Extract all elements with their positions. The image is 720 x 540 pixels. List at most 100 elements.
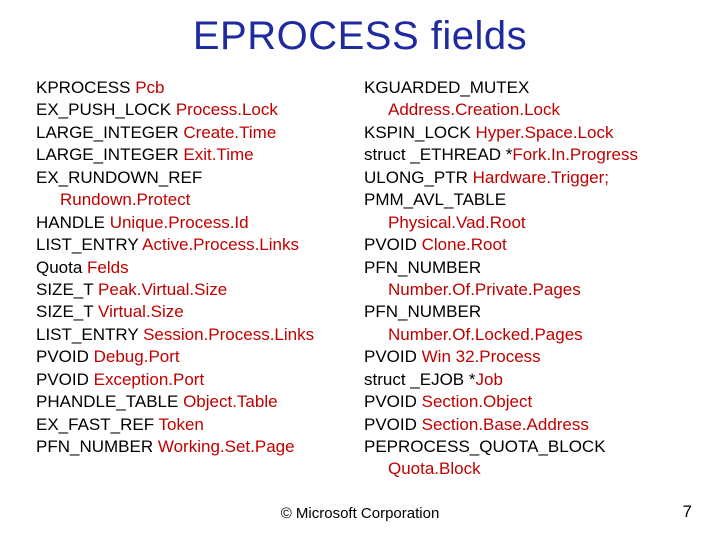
field-name: Section.Object (422, 392, 533, 411)
footer-copyright: © Microsoft Corporation (0, 505, 720, 522)
field-type: PHANDLE_TABLE (36, 392, 183, 411)
field-line: LIST_ENTRY Active.Process.Links (36, 234, 356, 256)
field-name: Section.Base.Address (422, 415, 589, 434)
field-line: PVOID Debug.Port (36, 346, 356, 368)
field-name: Create.Time (183, 123, 276, 142)
field-type: LARGE_INTEGER (36, 123, 183, 142)
field-line: PVOID Win 32.Process (364, 346, 684, 368)
field-name: Active.Process.Links (142, 235, 299, 254)
field-line: LIST_ENTRY Session.Process.Links (36, 324, 356, 346)
field-line: KGUARDED_MUTEX (364, 77, 684, 99)
field-type: PVOID (364, 347, 422, 366)
field-name: Pcb (135, 78, 164, 97)
field-name: Quota.Block (388, 459, 481, 478)
field-name: Number.Of.Private.Pages (388, 280, 581, 299)
field-line: HANDLE Unique.Process.Id (36, 212, 356, 234)
field-name: Working.Set.Page (158, 437, 295, 456)
field-line: SIZE_T Peak.Virtual.Size (36, 279, 356, 301)
field-line: Quota Felds (36, 257, 356, 279)
field-line: ULONG_PTR Hardware.Trigger; (364, 167, 684, 189)
field-name: Felds (87, 258, 129, 277)
field-line: SIZE_T Virtual.Size (36, 301, 356, 323)
field-name: Physical.Vad.Root (388, 213, 526, 232)
field-type: PVOID (364, 392, 422, 411)
field-name: Hardware.Trigger; (473, 168, 609, 187)
field-line: KSPIN_LOCK Hyper.Space.Lock (364, 122, 684, 144)
field-name: Process.Lock (176, 100, 278, 119)
field-type: LARGE_INTEGER (36, 145, 183, 164)
field-name: Object.Table (183, 392, 278, 411)
field-name: Win 32.Process (422, 347, 541, 366)
field-name: Exception.Port (94, 370, 205, 389)
field-line: struct _ETHREAD *Fork.In.Progress (364, 144, 684, 166)
field-line: EX_RUNDOWN_REF (36, 167, 356, 189)
field-type: PEPROCESS_QUOTA_BLOCK (364, 437, 606, 456)
field-type: EX_PUSH_LOCK (36, 100, 176, 119)
field-line: PVOID Section.Base.Address (364, 414, 684, 436)
field-type: PVOID (36, 347, 94, 366)
field-type: PVOID (364, 415, 422, 434)
field-line: LARGE_INTEGER Exit.Time (36, 144, 356, 166)
field-type: PFN_NUMBER (364, 302, 481, 321)
field-line: EX_FAST_REF Token (36, 414, 356, 436)
field-type: struct _EJOB * (364, 370, 475, 389)
field-line: PVOID Clone.Root (364, 234, 684, 256)
slide-title: EPROCESS fields (36, 14, 684, 59)
field-line: Rundown.Protect (36, 189, 356, 211)
field-name: Session.Process.Links (143, 325, 314, 344)
field-type: HANDLE (36, 213, 110, 232)
field-type: LIST_ENTRY (36, 325, 143, 344)
field-type: PVOID (364, 235, 422, 254)
left-column: KPROCESS PcbEX_PUSH_LOCK Process.LockLAR… (36, 77, 356, 481)
field-name: Peak.Virtual.Size (98, 280, 227, 299)
field-line: struct _EJOB *Job (364, 369, 684, 391)
field-name: Job (475, 370, 502, 389)
field-type: KSPIN_LOCK (364, 123, 476, 142)
field-line: PEPROCESS_QUOTA_BLOCK (364, 436, 684, 458)
columns: KPROCESS PcbEX_PUSH_LOCK Process.LockLAR… (36, 77, 684, 481)
field-type: KPROCESS (36, 78, 135, 97)
field-type: SIZE_T (36, 302, 98, 321)
field-type: PVOID (36, 370, 94, 389)
field-line: Number.Of.Locked.Pages (364, 324, 684, 346)
field-line: PVOID Section.Object (364, 391, 684, 413)
field-line: KPROCESS Pcb (36, 77, 356, 99)
field-line: LARGE_INTEGER Create.Time (36, 122, 356, 144)
field-name: Debug.Port (94, 347, 180, 366)
field-line: PVOID Exception.Port (36, 369, 356, 391)
slide-container: EPROCESS fields KPROCESS PcbEX_PUSH_LOCK… (0, 0, 720, 540)
field-line: PFN_NUMBER (364, 301, 684, 323)
field-name: Clone.Root (422, 235, 507, 254)
field-type: SIZE_T (36, 280, 98, 299)
field-name: Fork.In.Progress (512, 145, 638, 164)
field-name: Rundown.Protect (60, 190, 190, 209)
field-type: struct _ETHREAD * (364, 145, 512, 164)
field-line: Physical.Vad.Root (364, 212, 684, 234)
page-number: 7 (683, 502, 692, 522)
field-type: ULONG_PTR (364, 168, 473, 187)
field-line: PFN_NUMBER Working.Set.Page (36, 436, 356, 458)
field-line: Number.Of.Private.Pages (364, 279, 684, 301)
field-name: Hyper.Space.Lock (476, 123, 614, 142)
field-type: PMM_AVL_TABLE (364, 190, 506, 209)
field-name: Exit.Time (183, 145, 253, 164)
field-name: Token (159, 415, 204, 434)
field-type: Quota (36, 258, 87, 277)
right-column: KGUARDED_MUTEX Address.Creation.Lock KSPIN… (364, 77, 684, 481)
field-line: PFN_NUMBER (364, 257, 684, 279)
field-type: EX_RUNDOWN_REF (36, 168, 202, 187)
field-name: Virtual.Size (98, 302, 184, 321)
field-name: Number.Of.Locked.Pages (388, 325, 583, 344)
field-line: Quota.Block (364, 458, 684, 480)
field-type: LIST_ENTRY (36, 235, 142, 254)
field-type: EX_FAST_REF (36, 415, 159, 434)
field-line: EX_PUSH_LOCK Process.Lock (36, 99, 356, 121)
field-line: Address.Creation.Lock (364, 99, 684, 121)
field-type: PFN_NUMBER (364, 258, 481, 277)
field-line: PMM_AVL_TABLE (364, 189, 684, 211)
field-name: Unique.Process.Id (110, 213, 249, 232)
field-type: PFN_NUMBER (36, 437, 158, 456)
field-line: PHANDLE_TABLE Object.Table (36, 391, 356, 413)
field-type: KGUARDED_MUTEX (364, 78, 529, 97)
field-name: Address.Creation.Lock (388, 100, 560, 119)
